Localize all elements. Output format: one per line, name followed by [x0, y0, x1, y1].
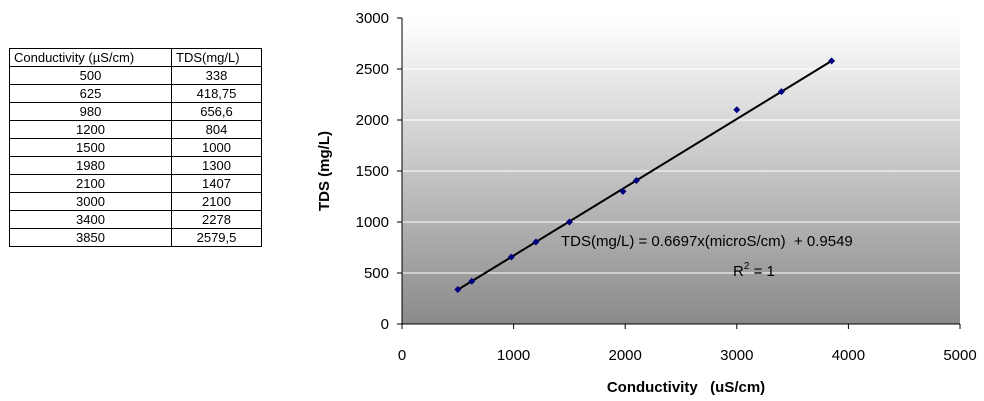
trendline-equation: TDS(mg/L) = 0.6697x(microS/cm) + 0.9549: [561, 233, 853, 250]
cell-tds: 1407: [171, 174, 262, 193]
cell-tds: 2278: [171, 210, 262, 229]
y-tick-label: 0: [381, 316, 389, 333]
y-tick-label: 500: [364, 265, 389, 282]
data-point: [619, 187, 627, 195]
data-point: [828, 57, 836, 65]
data-point: [777, 88, 785, 96]
y-tick-label: 3000: [356, 10, 389, 27]
axes: [397, 17, 961, 329]
cell-conductivity: 1980: [9, 156, 172, 175]
y-tick-label: 1500: [356, 163, 389, 180]
table-row: 3000 2100: [9, 192, 262, 211]
table-row: 2100 1407: [9, 174, 262, 193]
cell-conductivity: 3000: [9, 192, 172, 211]
y-tick-label: 2500: [356, 61, 389, 78]
cell-conductivity: 3850: [9, 228, 172, 247]
cell-tds: 2579,5: [171, 228, 262, 247]
y-axis-title: TDS (mg/L): [316, 131, 333, 211]
cell-conductivity: 625: [9, 84, 172, 103]
r-squared-label: R2 = 1: [733, 261, 775, 280]
x-tick-label: 2000: [609, 347, 642, 364]
data-table: Conductivity (µS/cm) TDS(mg/L) 500 338 62…: [9, 48, 262, 247]
x-tick-label: 0: [398, 347, 406, 364]
table-row: 625 418,75: [9, 84, 262, 103]
y-tick-label: 2000: [356, 112, 389, 129]
x-axis-title: Conductivity (uS/cm): [607, 379, 765, 396]
data-point: [454, 286, 462, 294]
table-row: 1200 804: [9, 120, 262, 139]
cell-tds: 1300: [171, 156, 262, 175]
x-tick-label: 3000: [720, 347, 753, 364]
table-row: 1980 1300: [9, 156, 262, 175]
data-point: [632, 176, 640, 184]
r-squared-prefix: R: [733, 263, 744, 280]
y-tick-label: 1000: [356, 214, 389, 231]
y-tick-labels: 0 500 1000 1500 2000 2500 3000: [356, 10, 389, 333]
x-tick-label: 5000: [943, 347, 976, 364]
x-tick-label: 4000: [832, 347, 865, 364]
data-point: [532, 238, 540, 246]
trendline: [457, 60, 833, 291]
r-squared-suffix: = 1: [749, 263, 774, 280]
gridlines: [402, 17, 960, 274]
x-tick-label: 1000: [497, 347, 530, 364]
data-point: [507, 253, 515, 261]
data-point: [565, 218, 573, 226]
x-tick-labels: 0 1000 2000 3000 4000 5000: [398, 347, 977, 364]
r-squared-superscript: 2: [744, 261, 750, 272]
data-point: [733, 106, 741, 114]
table-row: 3400 2278: [9, 210, 262, 229]
data-point: [468, 277, 476, 285]
trendline-group: [457, 60, 833, 291]
cell-tds: 2100: [171, 192, 262, 211]
table-row: 3850 2579,5: [9, 228, 262, 247]
data-points: [454, 57, 836, 294]
